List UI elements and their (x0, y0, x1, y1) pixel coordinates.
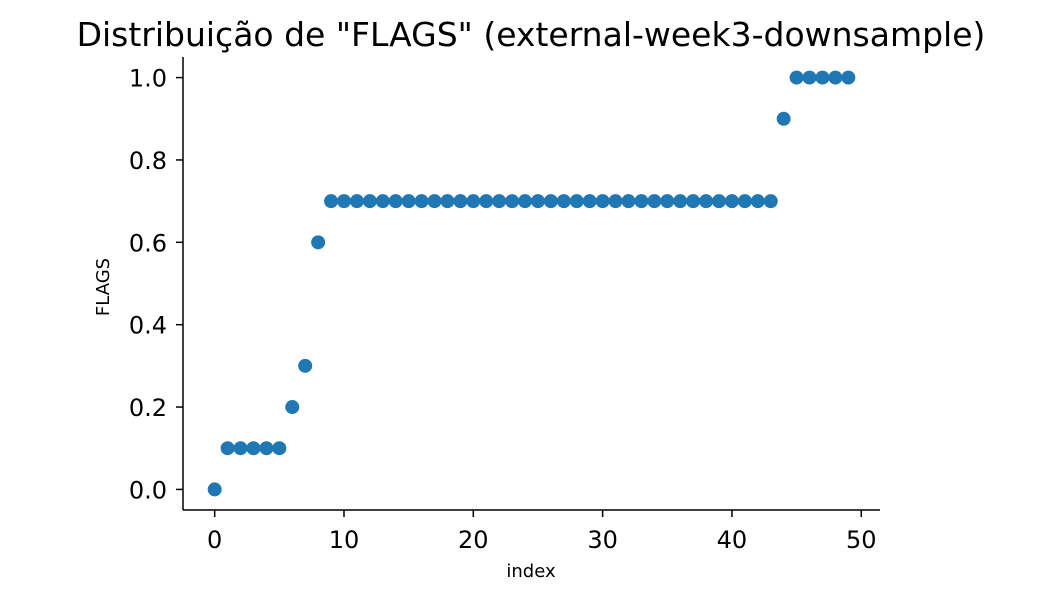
data-point (841, 70, 856, 85)
data-point (724, 194, 739, 209)
data-point (246, 441, 261, 456)
x-tick-label: 0 (207, 526, 222, 554)
data-point (686, 194, 701, 209)
data-point (440, 194, 455, 209)
data-point (259, 441, 274, 456)
data-point (427, 194, 442, 209)
data-point (349, 194, 364, 209)
data-point (530, 194, 545, 209)
data-point (401, 194, 416, 209)
data-point (466, 194, 481, 209)
data-point (712, 194, 726, 209)
x-tick-label: 40 (717, 526, 748, 554)
data-point (220, 441, 235, 456)
data-point (776, 111, 791, 126)
x-tick-label: 20 (458, 526, 489, 554)
chart-title: Distribuição de "FLAGS" (external-week3-… (77, 15, 986, 54)
data-point (414, 194, 429, 209)
data-point (828, 70, 843, 85)
data-point (505, 194, 520, 209)
y-tick-label: 1.0 (129, 65, 167, 93)
data-point (543, 194, 558, 209)
y-tick-label: 0.4 (129, 312, 167, 340)
data-point (285, 400, 300, 415)
data-point (660, 194, 675, 209)
x-axis-label: index (506, 561, 556, 582)
data-point (621, 194, 636, 209)
data-point (518, 194, 533, 209)
data-point (673, 194, 688, 209)
y-tick-label: 0.6 (129, 229, 167, 257)
data-points (207, 70, 856, 497)
data-point (802, 70, 817, 85)
x-tick-label: 10 (329, 526, 360, 554)
data-point (737, 194, 752, 209)
x-tick-label: 50 (846, 526, 877, 554)
data-point (750, 194, 765, 209)
x-tick-label: 30 (587, 526, 618, 554)
y-axis-label: FLAGS (93, 258, 114, 316)
data-point (324, 194, 339, 209)
data-point (337, 194, 351, 209)
data-point (362, 194, 377, 209)
data-point (582, 194, 597, 209)
data-point (388, 194, 403, 209)
data-point (608, 194, 623, 209)
data-point (375, 194, 390, 209)
data-point (634, 194, 649, 209)
data-point (556, 194, 571, 209)
data-point (272, 441, 287, 456)
data-point (815, 70, 830, 85)
data-point (311, 235, 326, 250)
y-tick-label: 0.8 (129, 147, 167, 175)
data-point (298, 358, 313, 373)
data-point (207, 482, 222, 497)
data-point (569, 194, 584, 209)
x-axis-ticks: 0 10 20 30 40 50 (207, 510, 877, 554)
data-point (453, 194, 468, 209)
data-point (479, 194, 494, 209)
data-point (595, 194, 610, 209)
data-point (647, 194, 662, 209)
data-point (233, 441, 248, 456)
data-point (699, 194, 714, 209)
data-point (763, 194, 778, 209)
data-point (789, 70, 804, 85)
data-point (492, 194, 507, 209)
y-tick-label: 0.2 (129, 394, 167, 422)
y-axis-ticks: 0.0 0.2 0.4 0.6 0.8 1.0 (129, 65, 183, 504)
y-tick-label: 0.0 (129, 476, 167, 504)
